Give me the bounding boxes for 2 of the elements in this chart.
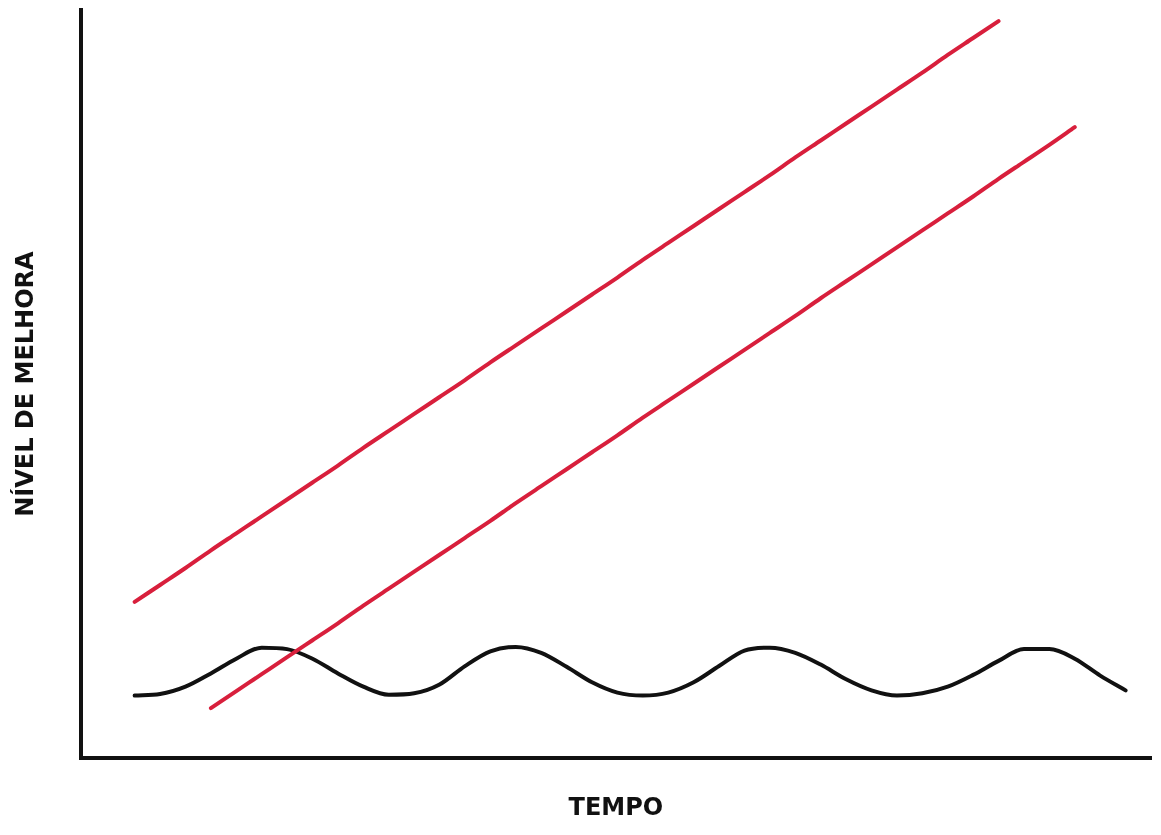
x-axis-title: TEMPO <box>568 792 664 821</box>
y-axis-title: NÍVEL DE MELHORA <box>9 250 39 517</box>
